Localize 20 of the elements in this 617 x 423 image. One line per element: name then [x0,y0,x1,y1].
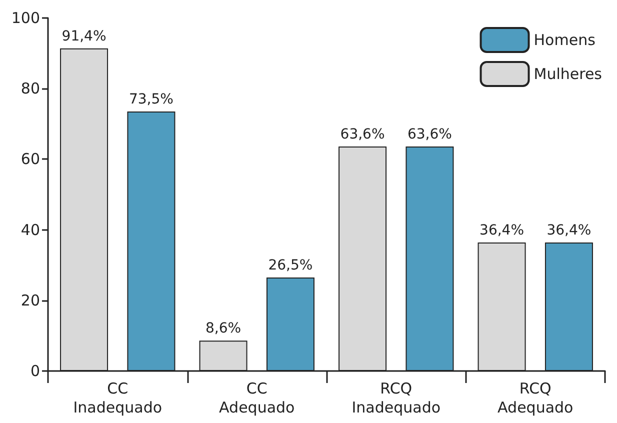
data-label: 26,5% [268,257,313,274]
data-label: 36,4% [546,222,592,239]
y-tick-label: 40 [20,220,40,239]
x-tick-label: RCQ Adequado [498,380,574,416]
x-tick-label: CC Inadequado [73,380,162,416]
x-tick-label: RCQ Inadequado [352,380,441,416]
x-tick-label: CC Adequado [219,380,295,416]
y-tick-label: 80 [20,80,40,98]
y-tick-label: 100 [11,9,40,27]
data-label: 91,4% [62,28,106,44]
y-tick-label: 0 [30,362,40,380]
data-label: 36,4% [480,222,524,239]
data-label: 63,6% [407,126,452,142]
y-tick-label: 20 [20,291,40,310]
data-label: 63,6% [340,126,385,142]
y-tick-label: 60 [20,150,40,168]
legend-label: Homens [534,31,596,49]
data-label: 8,6% [205,320,242,337]
data-label: 73,5% [128,92,174,108]
legend-label: Mulheres [534,65,602,83]
